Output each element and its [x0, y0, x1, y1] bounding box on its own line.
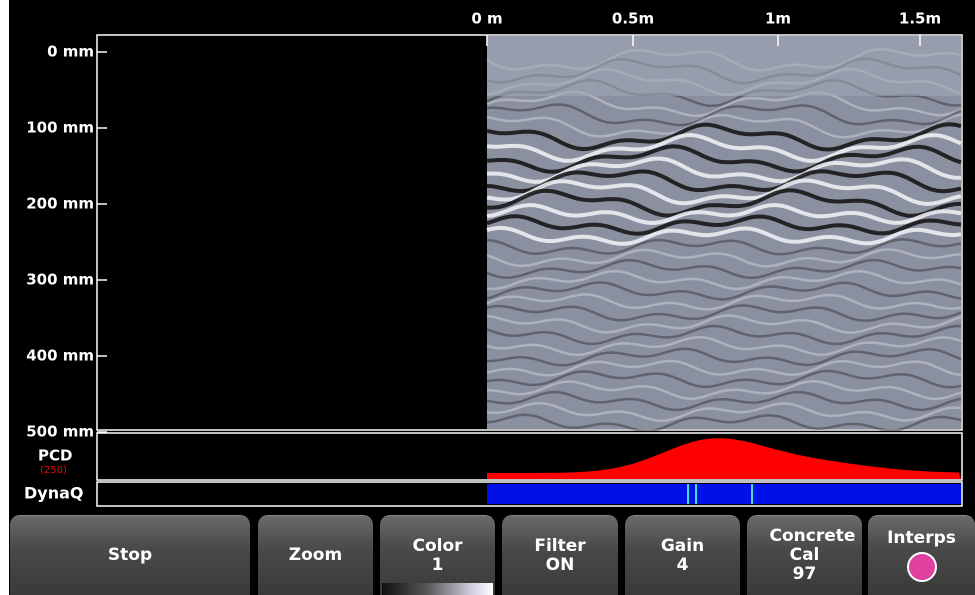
- gpr-screen: PCD (250) DynaQ 0 m 0.5m 1m 1.5m 0 mm 100 mm 2…: [0, 0, 975, 595]
- toolbar-button[interactable]: Zoom: [258, 515, 373, 595]
- toolbar-button[interactable]: Interps: [868, 515, 975, 595]
- button-label: Color: [412, 537, 462, 556]
- button-label: Interps: [887, 529, 956, 548]
- depth-label: 300 mm: [26, 271, 94, 289]
- interps-indicator: [907, 552, 937, 582]
- button-value: 97: [793, 565, 817, 584]
- dynaq-bar: [487, 484, 961, 504]
- button-value: ON: [546, 556, 575, 575]
- button-label: Concrete Cal: [770, 527, 840, 565]
- button-label: Gain: [661, 537, 704, 556]
- depth-label: 100 mm: [26, 119, 94, 137]
- color-swatch: [382, 583, 493, 595]
- pcd-sublabel: (250): [40, 465, 67, 476]
- radargram: [487, 36, 961, 431]
- button-value: 4: [677, 556, 689, 575]
- distance-label: 1m: [765, 10, 791, 28]
- depth-label: 200 mm: [26, 195, 94, 213]
- dynaq-label: DynaQ: [24, 484, 84, 503]
- radargram-panel: PCD (250) DynaQ 0 m 0.5m 1m 1.5m 0 mm 100 mm 2…: [0, 0, 975, 515]
- depth-label: 0 mm: [47, 43, 94, 61]
- button-label: Stop: [108, 546, 152, 565]
- button-value: 1: [432, 556, 444, 575]
- pcd-label: PCD: [38, 447, 72, 465]
- distance-label: 0.5m: [612, 10, 654, 28]
- depth-label: 500 mm: [26, 423, 94, 441]
- toolbar-button[interactable]: Stop: [10, 515, 250, 595]
- button-label: Filter: [534, 537, 585, 556]
- button-label: Zoom: [289, 546, 342, 565]
- depth-label: 400 mm: [26, 347, 94, 365]
- distance-label: 0 m: [471, 10, 502, 28]
- scan-top-fade: [487, 36, 961, 96]
- distance-label: 1.5m: [899, 10, 941, 28]
